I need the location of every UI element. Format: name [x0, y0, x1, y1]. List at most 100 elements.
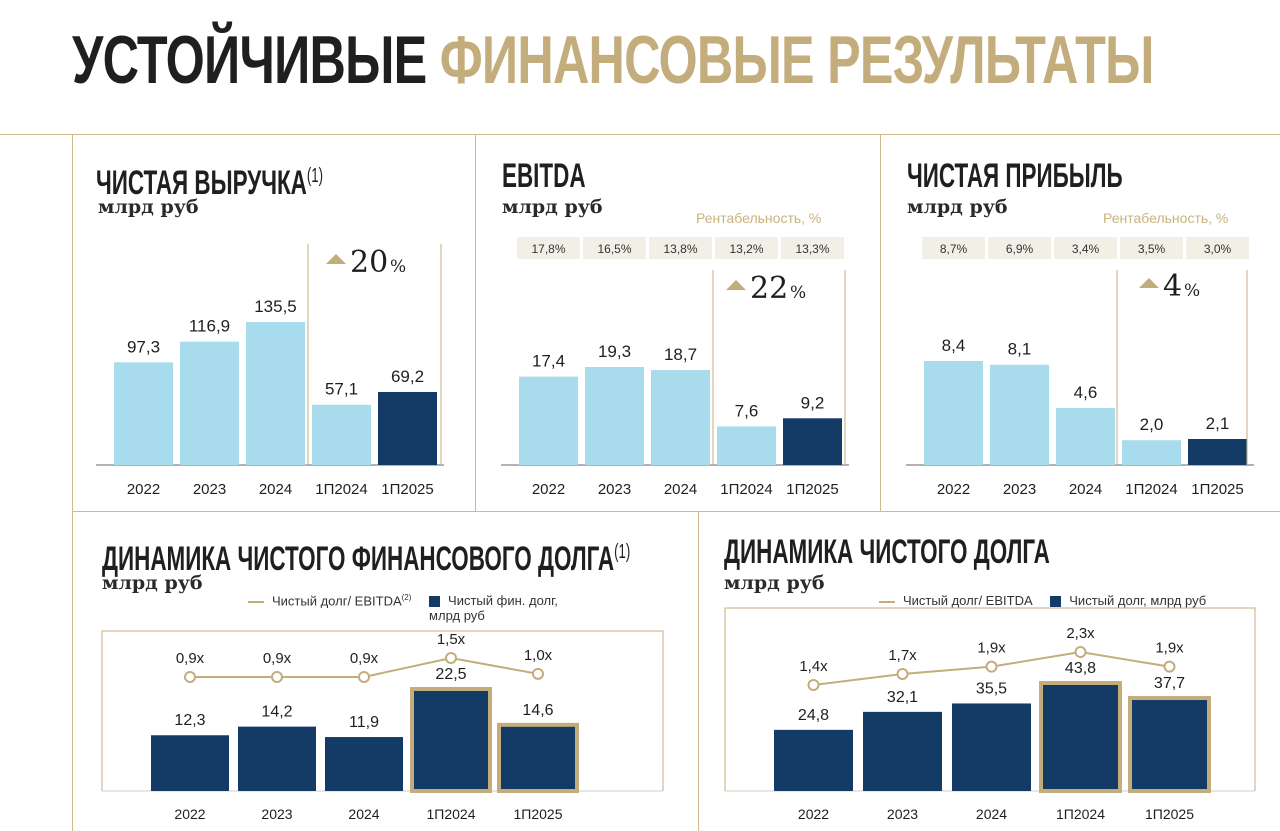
net-fin-debt-title: ДИНАМИКА ЧИСТОГО ФИНАНСОВОГО ДОЛГА(1)	[102, 540, 631, 578]
ratio-label: 1,9x	[1155, 640, 1184, 657]
ratio-point	[358, 671, 370, 683]
ratio-point	[271, 671, 283, 683]
bar-value-label: 116,9	[189, 317, 230, 336]
ratio-point	[896, 668, 909, 680]
ratio-label: 1,7x	[888, 647, 917, 664]
x-tick-label: 1П2024	[315, 481, 368, 498]
net-debt-title: ДИНАМИКА ЧИСТОГО ДОЛГА	[724, 533, 1050, 571]
bar-value-label: 32,1	[887, 689, 918, 706]
ratio-label: 1,9x	[977, 640, 1006, 657]
bar	[783, 418, 842, 465]
bar	[1039, 681, 1122, 793]
x-tick-label: 2022	[127, 481, 160, 498]
bar	[238, 726, 316, 791]
ratio-point	[807, 679, 820, 691]
bar	[651, 370, 710, 465]
x-tick-label: 2024	[1069, 481, 1102, 498]
bar	[952, 703, 1031, 791]
bar	[180, 341, 239, 465]
chart-frame	[101, 630, 664, 791]
bar	[924, 361, 983, 465]
footnote-ref: (1)	[306, 165, 324, 187]
footnote-ref: (1)	[614, 541, 631, 563]
x-tick-label: 2022	[798, 806, 829, 822]
bar-value-label: 2,1	[1206, 414, 1230, 433]
top-divider	[0, 134, 1280, 135]
margin-badge	[988, 237, 1051, 259]
ratio-label: 1,5x	[437, 631, 466, 648]
growth-up-triangle-icon	[1139, 278, 1159, 288]
bar	[151, 735, 229, 791]
bar-value-label: 19,3	[598, 342, 631, 361]
net-debt-panel: ДИНАМИКА ЧИСТОГО ДОЛГА млрд руб Чистый д…	[699, 512, 1280, 831]
bar	[1128, 696, 1211, 793]
margin-badge	[649, 237, 712, 259]
x-tick-label: 2024	[348, 806, 379, 822]
ratio-label: 1,4x	[799, 658, 828, 675]
page-title-part2: ФИНАНСОВЫЕ РЕЗУЛЬТАТЫ	[439, 22, 1155, 98]
net-revenue-chart: 97,3 2022 116,9 2023 135,5 2024 57,1 1П2024 69,2…	[96, 244, 444, 498]
growth-unit: %	[390, 257, 406, 277]
x-tick-label: 2024	[259, 481, 292, 498]
ebitda-chart: 17,4 2022 17,8% 19,3 2023 16,5% 18,7 2024 13,8% 7…	[501, 237, 849, 498]
margin-value: 16,5%	[597, 242, 631, 256]
ratio-point	[184, 671, 196, 683]
bar	[1056, 408, 1115, 465]
bar	[1188, 439, 1247, 465]
page-title-part1: УСТОЙЧИВЫЕ	[72, 22, 427, 98]
margin-value: 13,2%	[729, 242, 763, 256]
bar-value-label: 69,2	[391, 367, 424, 386]
margin-value: 3,5%	[1138, 242, 1166, 256]
margin-value: 17,8%	[531, 242, 565, 256]
divider-v1	[72, 134, 73, 512]
bar-value-label: 18,7	[664, 345, 697, 364]
legend-line-swatch	[879, 600, 895, 603]
legend-bar-item: Чистый долг, млрд руб	[1050, 593, 1206, 608]
margin-badge	[715, 237, 778, 259]
margin-badge	[1120, 237, 1183, 259]
bar-value-label: 14,6	[522, 702, 553, 719]
net-profit-panel: ЧИСТАЯ ПРИБЫЛЬ млрд руб Рентабельность, …	[881, 134, 1280, 512]
ratio-label: 0,9x	[263, 650, 292, 667]
ratio-point	[985, 660, 998, 673]
net-fin-debt-panel: ДИНАМИКА ЧИСТОГО ФИНАНСОВОГО ДОЛГА(1) мл…	[72, 512, 698, 831]
x-tick-label: 2023	[887, 806, 918, 822]
margin-value: 13,3%	[795, 242, 829, 256]
x-tick-label: 1П2024	[1056, 806, 1105, 822]
bar	[378, 391, 437, 465]
bar	[863, 711, 942, 791]
margin-value: 3,4%	[1072, 242, 1100, 256]
bar-value-label: 135,5	[254, 297, 297, 316]
ratio-label: 2,3x	[1066, 625, 1095, 642]
margin-badge	[1186, 237, 1249, 259]
x-tick-label: 2022	[174, 806, 205, 822]
legend-line-item: Чистый долг/ EBITDA	[879, 593, 1033, 608]
ratio-label: 0,9x	[350, 650, 379, 667]
x-tick-label: 1П2024	[720, 481, 773, 498]
bar	[246, 322, 305, 465]
bar	[1122, 440, 1181, 465]
bar	[497, 722, 579, 794]
growth-value: 22	[750, 271, 788, 306]
margin-value: 3,0%	[1204, 242, 1232, 256]
margin-badge	[922, 237, 985, 259]
bar-value-label: 14,2	[261, 704, 292, 721]
net-profit-unit: млрд руб	[907, 196, 1008, 218]
growth-unit: %	[790, 283, 806, 303]
bar-value-label: 2,0	[1140, 415, 1164, 434]
bar-value-label: 35,5	[976, 680, 1007, 697]
margin-badge	[517, 237, 580, 259]
bar	[114, 362, 173, 465]
net-fin-debt-legend: Чистый долг/ EBITDA(2) Чистый фин. долг,…	[248, 593, 579, 623]
x-tick-label: 2022	[532, 481, 565, 498]
net-debt-unit: млрд руб	[724, 572, 825, 594]
growth-up-triangle-icon	[326, 254, 346, 264]
bar-value-label: 11,9	[349, 714, 379, 731]
legend-bar-item: Чистый фин. долг, млрд руб	[429, 593, 558, 623]
net-revenue-unit: млрд руб	[98, 196, 199, 218]
x-tick-label: 2023	[1003, 481, 1036, 498]
legend-line-swatch	[248, 600, 264, 603]
x-tick-label: 2022	[937, 481, 970, 498]
x-tick-label: 1П2025	[1145, 806, 1194, 822]
x-tick-label: 1П2025	[381, 481, 434, 498]
